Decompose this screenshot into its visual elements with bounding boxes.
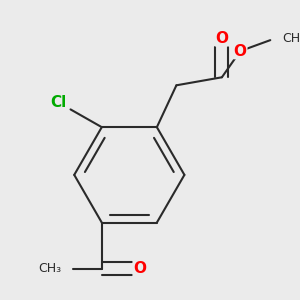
Text: O: O [133,261,146,276]
Text: CH₃: CH₃ [38,262,61,275]
Text: CH₃: CH₃ [283,32,300,45]
Text: O: O [234,44,247,59]
Text: O: O [215,31,228,46]
Text: Cl: Cl [50,95,66,110]
